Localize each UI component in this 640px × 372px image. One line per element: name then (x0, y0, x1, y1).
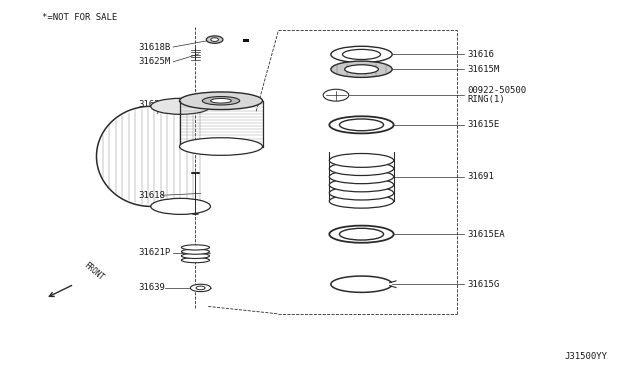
Text: 31615E: 31615E (467, 121, 499, 129)
Text: 31615EA: 31615EA (467, 230, 504, 239)
Ellipse shape (181, 253, 209, 259)
Text: 31625M: 31625M (138, 57, 170, 66)
Text: 31639: 31639 (138, 283, 165, 292)
Text: 00922-50500: 00922-50500 (467, 86, 526, 95)
Text: RING(1): RING(1) (467, 95, 504, 104)
Ellipse shape (330, 226, 394, 243)
Ellipse shape (330, 186, 394, 200)
Ellipse shape (211, 38, 218, 41)
Text: 31616: 31616 (467, 50, 493, 59)
Ellipse shape (179, 92, 262, 110)
Ellipse shape (339, 228, 383, 240)
Ellipse shape (181, 245, 209, 250)
Ellipse shape (330, 178, 394, 192)
Text: 31630: 31630 (138, 100, 165, 109)
Ellipse shape (151, 198, 211, 214)
Text: 31618: 31618 (138, 191, 165, 200)
Ellipse shape (206, 36, 223, 43)
Text: 31691: 31691 (467, 172, 493, 181)
Ellipse shape (190, 284, 211, 292)
Ellipse shape (211, 99, 232, 103)
Ellipse shape (331, 46, 392, 62)
Bar (243, 39, 249, 42)
Ellipse shape (330, 116, 394, 134)
Ellipse shape (323, 89, 349, 101)
Text: 31621P: 31621P (138, 248, 170, 257)
Text: 31618B: 31618B (138, 42, 170, 51)
Text: 31615M: 31615M (467, 65, 499, 74)
Ellipse shape (330, 162, 394, 176)
Ellipse shape (330, 154, 394, 167)
Ellipse shape (330, 194, 394, 208)
Ellipse shape (181, 257, 209, 263)
Text: 31615G: 31615G (467, 280, 499, 289)
Ellipse shape (331, 61, 392, 77)
Ellipse shape (202, 97, 240, 105)
Text: *=NOT FOR SALE: *=NOT FOR SALE (42, 13, 118, 22)
Ellipse shape (339, 119, 383, 131)
Ellipse shape (345, 65, 378, 74)
Text: J31500YY: J31500YY (564, 352, 607, 361)
Text: FRONT: FRONT (82, 261, 106, 282)
Ellipse shape (196, 286, 205, 290)
Ellipse shape (342, 49, 381, 60)
Ellipse shape (151, 98, 211, 114)
Ellipse shape (330, 170, 394, 184)
Ellipse shape (179, 138, 262, 155)
Ellipse shape (181, 249, 209, 254)
